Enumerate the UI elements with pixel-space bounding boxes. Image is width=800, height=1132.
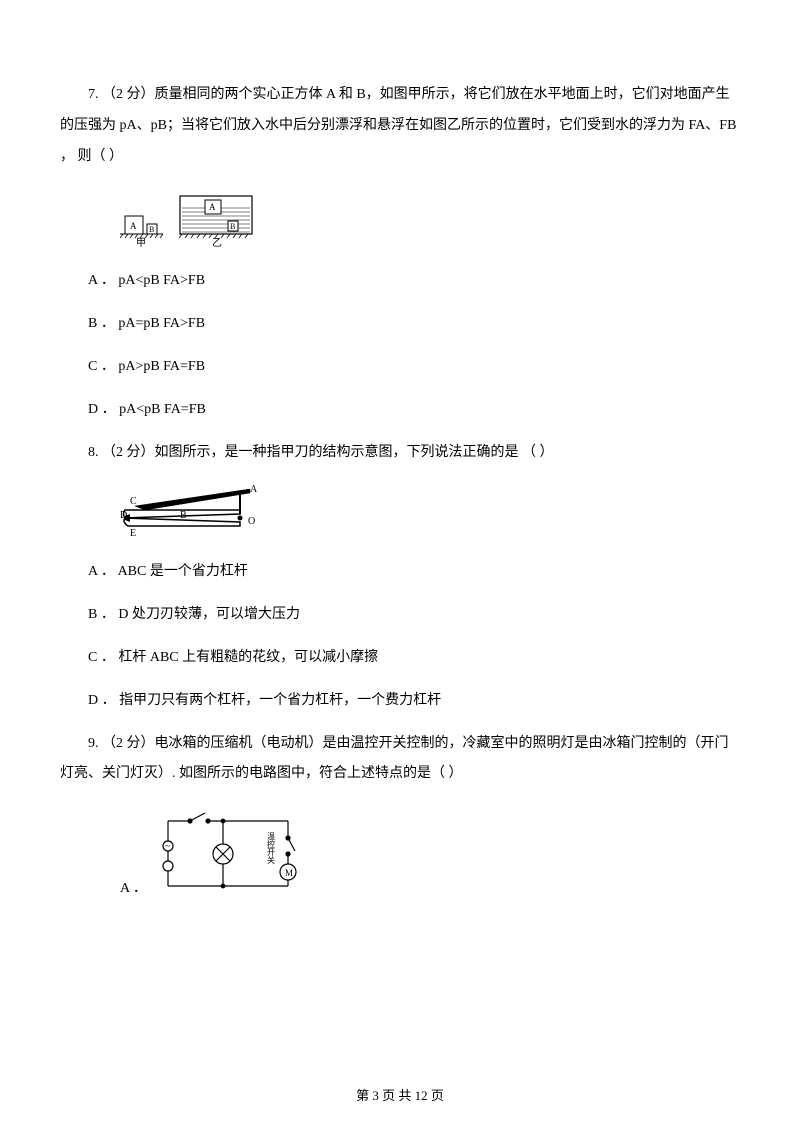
- q8-option-B: B ． D 处刀刃较薄，可以增大压力: [60, 600, 740, 631]
- svg-text:A: A: [250, 484, 258, 495]
- svg-text:M: M: [285, 868, 293, 878]
- q9-optionA-label: A ．: [120, 882, 147, 896]
- svg-text:O: O: [248, 516, 255, 527]
- q9-stem: 9. （2 分）电冰箱的压缩机（电动机）是由温控开关控制的，冷藏室中的照明灯是由…: [60, 729, 740, 791]
- svg-text:温控开关: 温控开关: [266, 832, 275, 865]
- q7-fig-caption1: 甲: [136, 238, 146, 248]
- q8-stem: 8. （2 分）如图所示，是一种指甲刀的结构示意图，下列说法正确的是 （ ）: [60, 438, 740, 469]
- q7-option-A: A ． pA<pB FA>FB: [60, 266, 740, 297]
- svg-text:B: B: [180, 510, 187, 521]
- page-content: 7. （2 分）质量相同的两个实心正方体 A 和 B，如图甲所示，将它们放在水平…: [0, 0, 800, 954]
- q7-fig-caption2: 乙: [212, 237, 222, 248]
- svg-text:D: D: [120, 510, 127, 521]
- q8-option-C: C ． 杠杆 ABC 上有粗糙的花纹，可以减小摩擦: [60, 643, 740, 674]
- q8-option-A: A ． ABC 是一个省力杠杆: [60, 557, 740, 588]
- svg-text:C: C: [130, 496, 137, 507]
- q8-option-D: D ． 指甲刀只有两个杠杆，一个省力杠杆，一个费力杠杆: [60, 686, 740, 717]
- q8-figure: A B C D E O: [120, 484, 740, 539]
- svg-text:~: ~: [165, 841, 170, 851]
- page-footer: 第 3 页 共 12 页: [0, 1089, 800, 1102]
- q7-fig-label-A2: A: [209, 202, 216, 212]
- q7-option-B: B ． pA=pB FA>FB: [60, 309, 740, 340]
- q7-stem: 7. （2 分）质量相同的两个实心正方体 A 和 B，如图甲所示，将它们放在水平…: [60, 80, 740, 172]
- q7-fig-label-B2: B: [230, 222, 235, 231]
- q7-option-C: C ． pA>pB FA=FB: [60, 352, 740, 383]
- svg-text:E: E: [130, 528, 136, 539]
- q7-figure: A B 甲: [120, 188, 740, 248]
- q7-fig-label-A1: A: [130, 221, 137, 231]
- q9-figure-A: A ．: [120, 806, 740, 896]
- q7-fig-label-B1: B: [149, 225, 154, 234]
- q7-option-D: D ． pA<pB FA=FB: [60, 395, 740, 426]
